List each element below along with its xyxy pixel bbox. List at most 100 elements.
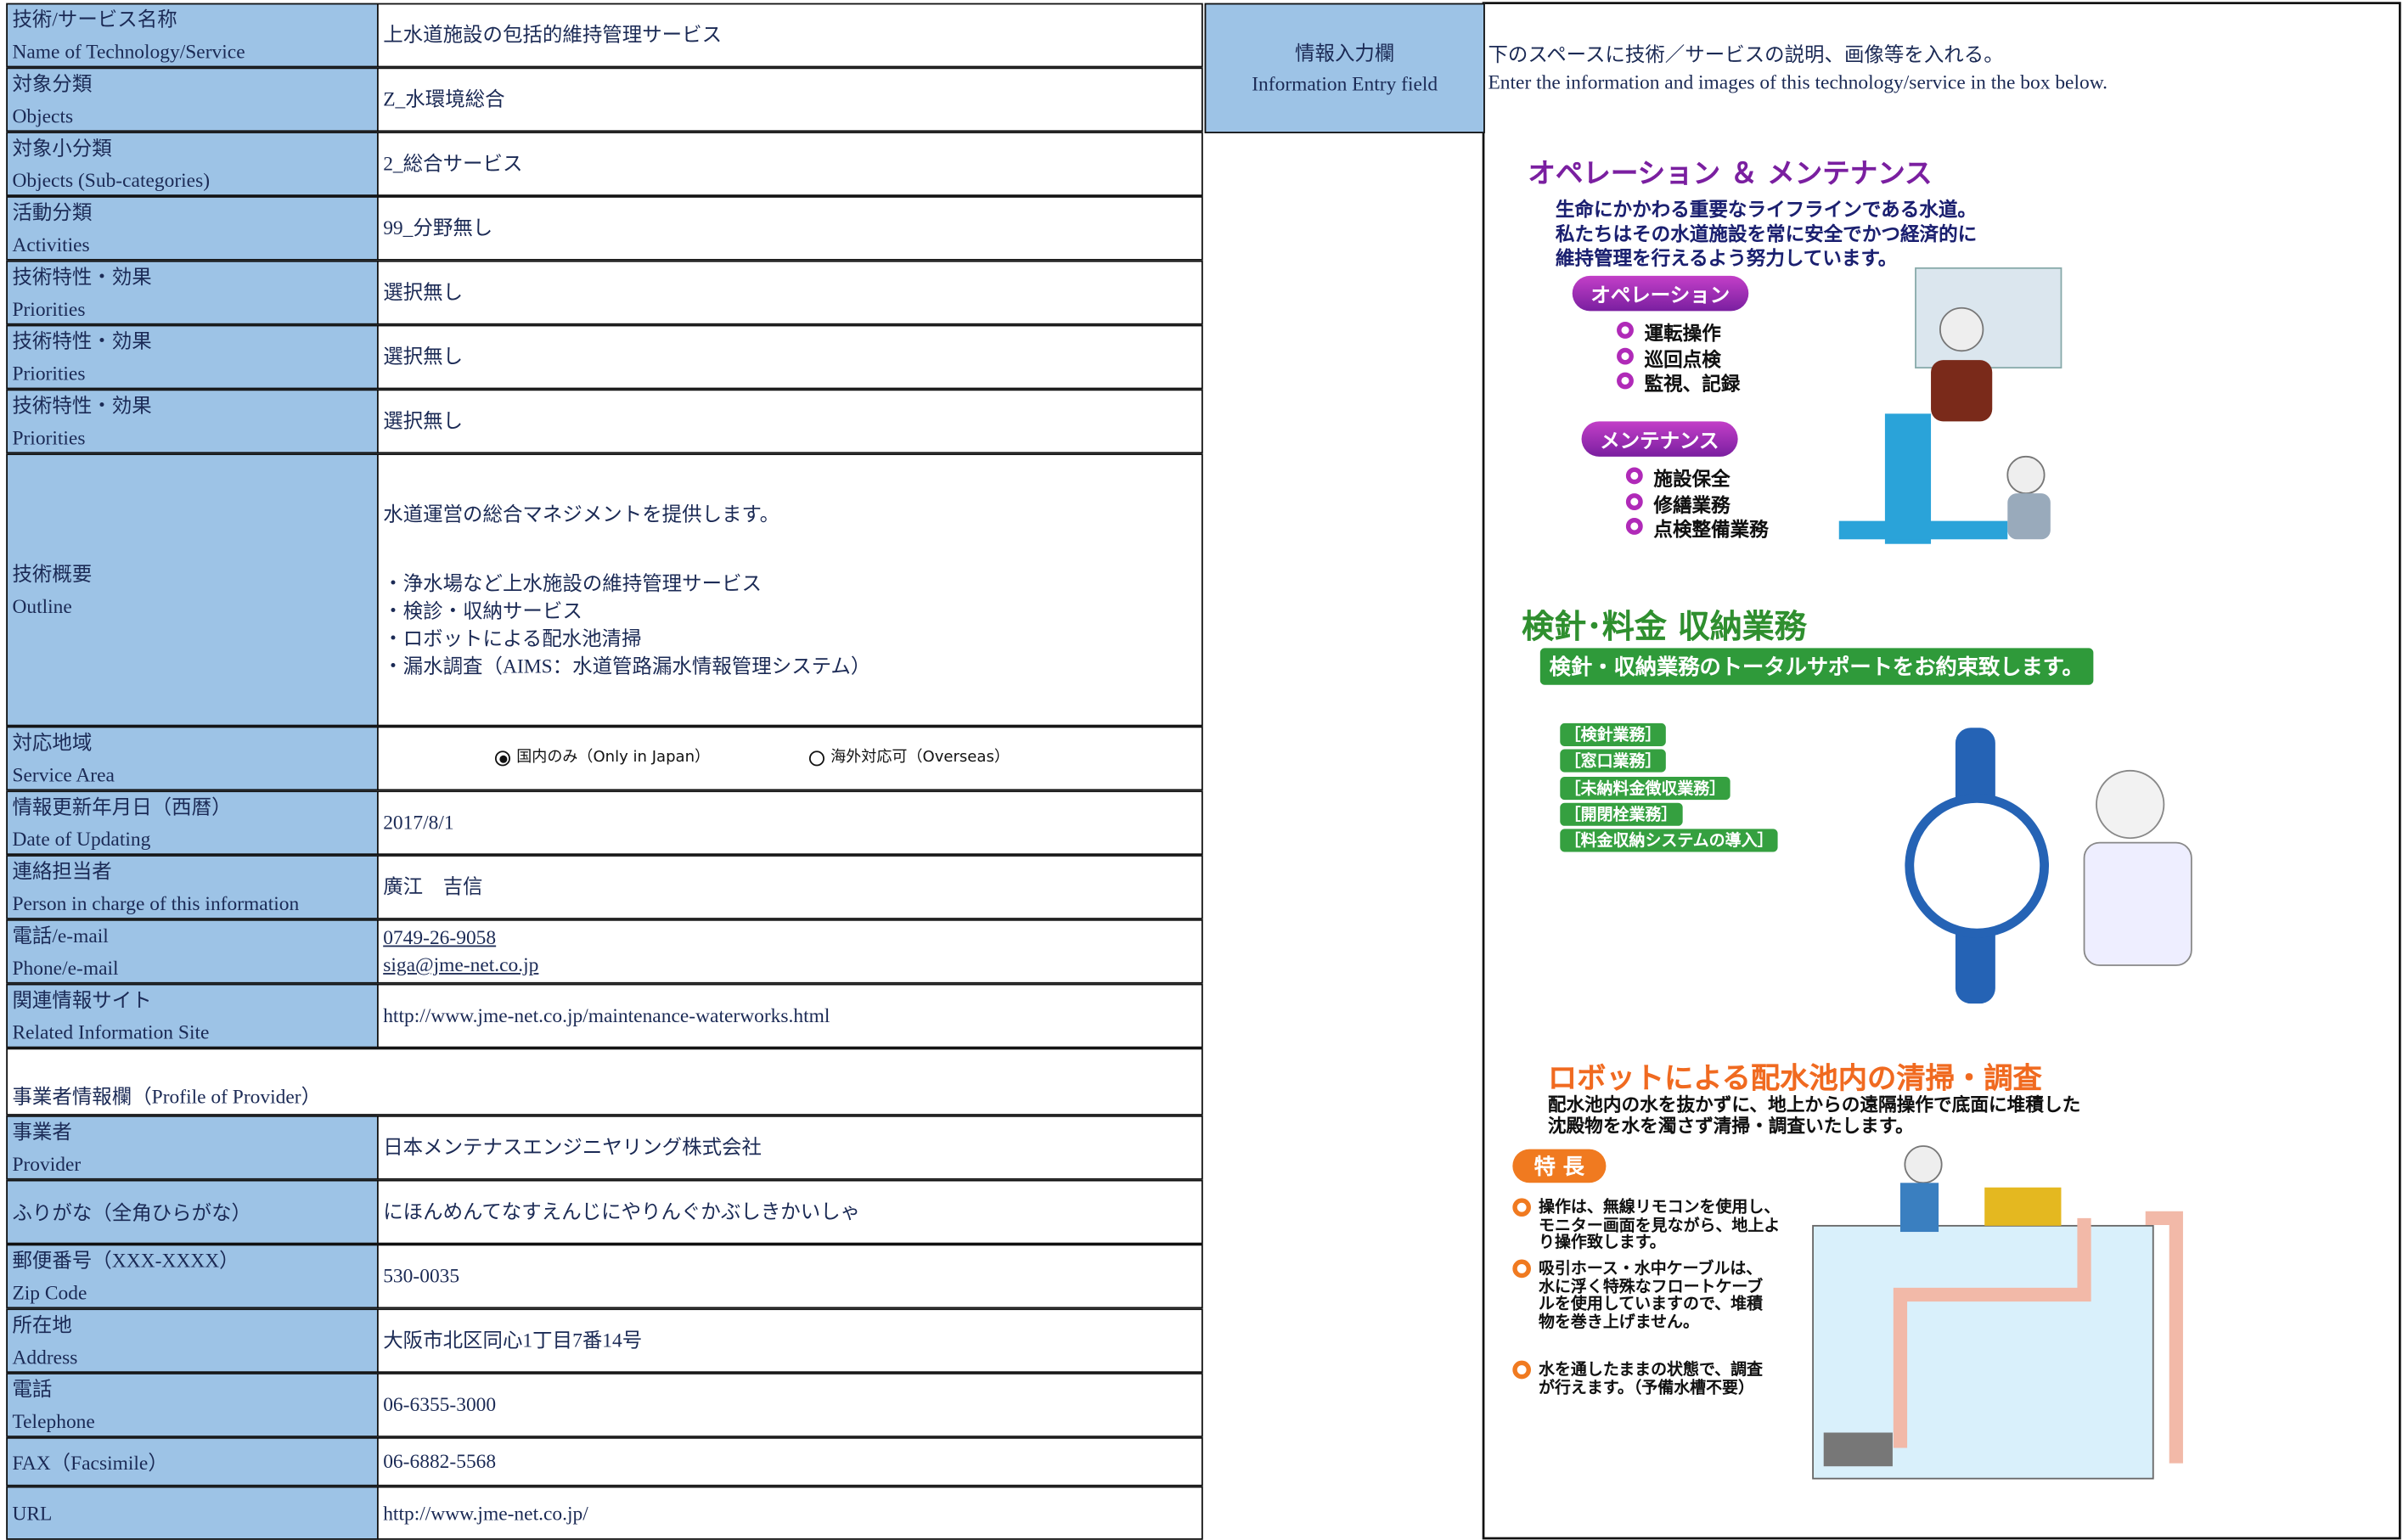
row-value: 選択無し (376, 324, 1203, 390)
value-line: 06-6882-5568 (383, 1449, 497, 1473)
value-line: 選択無し (383, 408, 464, 432)
label-line: Service Area (12, 762, 115, 786)
value-line: ・浄水場など上水施設の維持管理サービス (383, 570, 763, 594)
row-label: 連絡担当者 Person in charge of this informatio… (6, 855, 379, 919)
ill-item: 修繕業務 (1653, 492, 1730, 516)
ill-item: 点検整備業務 (1653, 518, 1769, 542)
label-line: Name of Technology/Service (12, 39, 245, 63)
row-value: 水道運営の総合マネジメントを提供します。 ・浄水場など上水施設の維持管理サービス・… (376, 453, 1203, 727)
ill-item: ［検針業務］ (1560, 722, 1666, 746)
row-value: 06-6355-3000 (376, 1373, 1203, 1437)
value-line: ・ロボットによる配水池清掃 (383, 626, 642, 649)
row-label: 技術特性・効果 Priorities (6, 389, 379, 454)
value-line: 日本メンテナスエンジニヤリング株式会社 (383, 1135, 763, 1159)
operator-body (1931, 360, 1993, 422)
bullet (1617, 372, 1634, 390)
row-label: 技術特性・効果 Priorities (6, 324, 379, 390)
ill-intro: 私たちはその水道施設を常に安全でかつ経済的に (1555, 222, 1978, 245)
hose (1893, 1211, 2183, 1464)
bullet (1625, 492, 1643, 510)
label-line: 対象分類 (12, 71, 93, 95)
value-line: 上水道施設の包括的維持管理サービス (383, 23, 723, 47)
label-line: 電話/e-mail (12, 924, 109, 947)
row-label: 対応地域 Service Area (6, 726, 379, 791)
label-line: Activities (12, 233, 90, 256)
label-line: 技術概要 (12, 562, 93, 586)
label-line: 対応地域 (12, 730, 93, 754)
label-line: Objects (Sub-categories) (12, 168, 211, 192)
radio-circle (808, 750, 824, 767)
label-line: Telephone (12, 1409, 95, 1433)
ill-item: 巡回点検 (1644, 346, 1721, 370)
row-value: 0749-26-9058 siga@jme-net.co.jp (376, 919, 1203, 984)
row-value: 2_総合サービス (376, 132, 1203, 197)
ill-item: ［料金収納システムの導入］ (1560, 829, 1778, 852)
instruction-line: Enter the information and images of this… (1488, 70, 2108, 94)
label-line: ふりがな（全角ひらがな） (12, 1200, 252, 1224)
row-label: 関連情報サイト Related Information Site (6, 983, 379, 1048)
row-label: ふりがな（全角ひらがな） (6, 1179, 379, 1245)
section-title: 事業者情報欄（Profile of Provider） (12, 1084, 322, 1108)
value-line: 99_分野無し (383, 216, 493, 239)
label-line: Date of Updating (12, 827, 151, 851)
row-value: 大阪市北区同心1丁目7番14号 (376, 1308, 1203, 1374)
ill-item: 施設保全 (1653, 467, 1730, 491)
row-label: 技術概要 Outline (6, 453, 379, 727)
ill-item: ［開閉栓業務］ (1560, 802, 1682, 826)
operator-head (1939, 306, 1984, 352)
label-line: Person in charge of this information (12, 891, 300, 915)
value-line: ・漏水調査（AIMS：水道管路漏水情報管理システム） (383, 653, 871, 677)
row-value: 上水道施設の包括的維持管理サービス (376, 3, 1203, 68)
row-label: 電話/e-mail Phone/e-mail (6, 919, 379, 984)
contact-link[interactable]: siga@jme-net.co.jp (383, 953, 539, 976)
operator-body (1899, 1183, 1939, 1233)
row-label: 技術/サービス名称 Name of Technology/Service (6, 3, 379, 68)
ill-feature: 吸引ホース・水中ケーブルは、 (1539, 1259, 1763, 1279)
row-value: 2017/8/1 (376, 790, 1203, 856)
label-line: 所在地 (12, 1312, 72, 1336)
value-line: 530-0035 (383, 1263, 460, 1288)
row-value: http://www.jme-net.co.jp/ (376, 1486, 1203, 1540)
value-line: 選択無し (383, 280, 464, 304)
entry-header-line: Information Entry field (1252, 71, 1438, 95)
robot (1823, 1432, 1893, 1467)
ill-item: 監視、記録 (1644, 372, 1741, 396)
label-line: 関連情報サイト (12, 988, 152, 1012)
radio-option[interactable]: 海外対応可（Overseas） (808, 745, 1010, 772)
reader-head (2096, 769, 2165, 840)
entry-header-line: 情報入力欄 (1295, 41, 1395, 65)
label-line: 技術特性・効果 (12, 329, 152, 353)
label-line: 対象小分類 (12, 136, 112, 160)
row-label: URL (6, 1486, 379, 1540)
row-value: 06-6882-5568 (376, 1436, 1203, 1487)
value-line: 2017/8/1 (383, 810, 454, 834)
label-line: Priorities (12, 297, 86, 321)
label-line: Address (12, 1345, 78, 1369)
bullet (1625, 518, 1643, 535)
value-line: 水道運営の総合マネジメントを提供します。 (383, 502, 780, 526)
section-header: 事業者情報欄（Profile of Provider） (6, 1048, 1203, 1116)
ill-feature: が行えます。（予備水槽不要） (1539, 1378, 1754, 1397)
row-value: 530-0035 (376, 1244, 1203, 1309)
ill-feature: 水を通したままの状態で、調査 (1539, 1360, 1763, 1380)
label-line: 技術特性・効果 (12, 265, 152, 289)
value-line: にほんめんてなすえんじにやりんぐかぶしきかいしゃ (383, 1200, 861, 1223)
label-line: Priorities (12, 361, 86, 385)
ill-item: 運転操作 (1644, 322, 1721, 346)
row-label: 情報更新年月日（西暦） Date of Updating (6, 790, 379, 856)
label-line: 郵便番号（XXX-XXXX） (12, 1248, 239, 1272)
row-label: 技術特性・効果 Priorities (6, 260, 379, 325)
value-line: 06-6355-3000 (383, 1392, 497, 1416)
value-line: 大阪市北区同心1丁目7番14号 (383, 1328, 643, 1352)
reel (1984, 1187, 2062, 1226)
bullet (1512, 1360, 1531, 1380)
label-line: Phone/e-mail (12, 956, 119, 980)
radio-option[interactable]: 国内のみ（Only in Japan） (494, 745, 710, 772)
label-line: Priorities (12, 425, 86, 449)
row-label: 事業者 Provider (6, 1115, 379, 1180)
contact-link[interactable]: 0749-26-9058 (383, 925, 497, 949)
